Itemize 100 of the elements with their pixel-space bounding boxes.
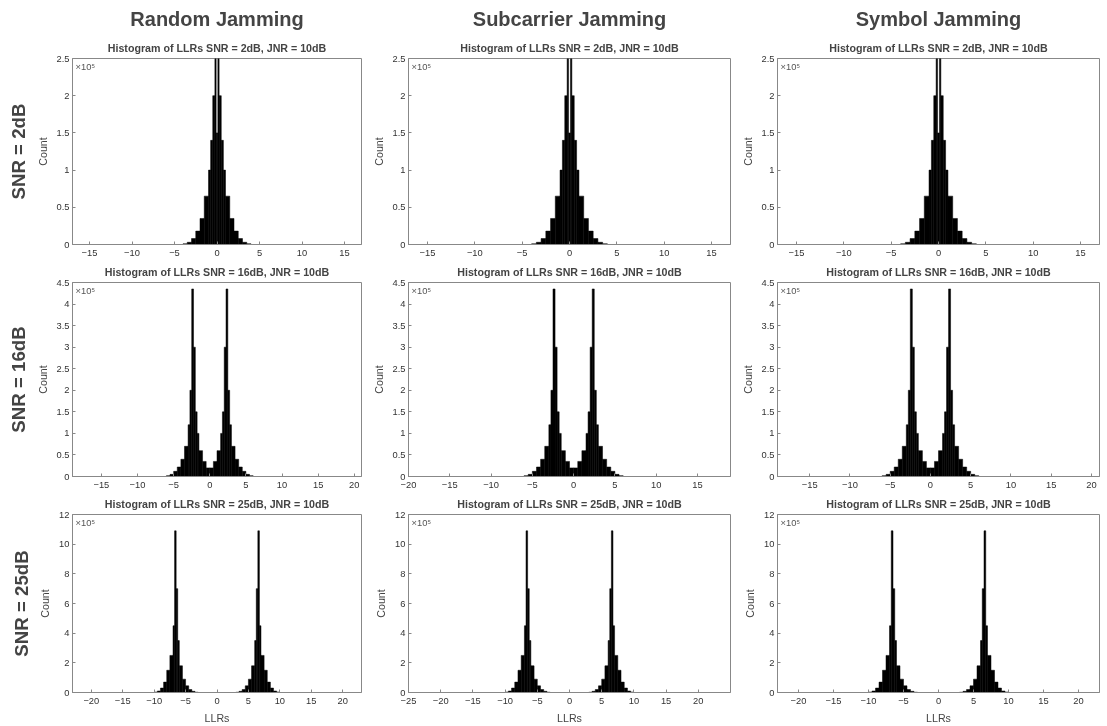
y-tick-label: 2 [400, 657, 406, 668]
x-tick-label: −10 [842, 479, 858, 490]
y-tick-label: 4.5 [56, 277, 70, 288]
y-tick-label: 0.5 [56, 202, 70, 213]
x-tick-label: 0 [214, 695, 220, 706]
x-tick-label: 5 [256, 247, 263, 258]
y-tick-label: 1 [64, 428, 70, 439]
x-tick-label: −10 [146, 695, 163, 706]
y-tick-label: 1.5 [56, 406, 70, 417]
x-tick-label: 20 [349, 479, 360, 490]
y-tick-label: 8 [64, 568, 70, 579]
x-tick-label: 5 [970, 695, 977, 706]
chart-title: Subcarrier Jamming [472, 7, 667, 30]
annotation: ×10⁵ [75, 285, 96, 296]
x-tick-label: 20 [337, 695, 348, 706]
x-tick-label: 15 [660, 695, 672, 706]
y-axis-title: Count [741, 365, 754, 394]
x-tick-label: −10 [835, 247, 852, 258]
x-tick-label: −5 [884, 479, 896, 490]
y-tick-label: 0 [64, 239, 70, 250]
x-tick-label: 15 [706, 247, 717, 258]
y-tick-label: 0 [769, 239, 775, 250]
x-axis-title: LLRs [204, 711, 230, 724]
chart-subtitle: Histogram of LLRs SNR = 2dB, JNR = 10dB [460, 41, 680, 54]
y-axis-title: Count [39, 589, 52, 618]
y-axis-title: Count [36, 137, 49, 166]
annotation: ×10⁵ [411, 285, 432, 296]
x-tick-label: 0 [214, 247, 220, 258]
y-tick-label: 0.5 [392, 449, 406, 460]
annotation: ×10⁵ [780, 285, 801, 296]
x-tick-label: 10 [296, 247, 308, 258]
y-tick-label: 0 [400, 687, 406, 698]
annotation: ×10⁵ [411, 517, 432, 528]
y-tick-label: 12 [764, 509, 775, 520]
x-tick-label: −10 [860, 695, 877, 706]
x-tick-label: 5 [612, 479, 618, 490]
x-tick-label: 0 [935, 247, 942, 258]
x-tick-label: 15 [339, 247, 350, 258]
x-tick-label: −20 [432, 695, 449, 706]
x-tick-label: −15 [441, 479, 458, 490]
y-tick-label: 2 [400, 90, 406, 101]
y-tick-label: 0 [769, 687, 775, 698]
chart-title: Histogram of LLRs SNR = 25dB, JNR = 10dB [457, 497, 683, 510]
x-tick-label: −10 [483, 479, 499, 490]
x-tick-label: −5 [516, 247, 528, 258]
chart-title: Histogram of LLRs SNR = 25dB, JNR = 10dB [826, 497, 1052, 510]
y-tick-label: 4 [769, 299, 775, 310]
x-tick-label: 0 [566, 247, 573, 258]
chart-title: Random Jamming [130, 7, 304, 30]
x-tick-label: 5 [245, 695, 252, 706]
y-tick-label: 1.5 [761, 127, 775, 138]
y-tick-label: 2 [769, 657, 775, 668]
y-tick-label: 2.5 [392, 363, 406, 374]
text: SNR = 2dB [7, 103, 29, 200]
y-tick-label: 2 [64, 657, 70, 668]
x-tick-label: 5 [968, 479, 974, 490]
x-tick-label: 5 [243, 479, 249, 490]
y-tick-label: 1 [400, 428, 406, 439]
y-tick-label: 0.5 [761, 202, 775, 213]
x-tick-label: 0 [207, 479, 213, 490]
x-tick-label: 15 [312, 479, 324, 490]
y-axis-title: Count [372, 365, 385, 394]
y-tick-label: 1 [769, 428, 775, 439]
x-tick-label: −5 [527, 479, 538, 490]
y-tick-label: 1.5 [56, 127, 70, 138]
x-tick-label: 0 [927, 479, 934, 490]
x-tick-label: −15 [788, 247, 805, 258]
x-tick-label: −5 [885, 247, 897, 258]
x-axis-title: LLRs [557, 711, 582, 724]
y-axis-title: Count [36, 365, 49, 394]
x-tick-label: 20 [1086, 479, 1097, 490]
y-axis-title: Count [375, 589, 388, 618]
x-tick-label: 10 [659, 247, 670, 258]
y-tick-label: 12 [395, 509, 406, 520]
x-tick-label: −15 [114, 695, 131, 706]
y-tick-label: 6 [64, 598, 70, 609]
x-tick-label: −5 [898, 695, 909, 706]
y-tick-label: 3.5 [761, 320, 775, 331]
x-tick-label: 15 [1046, 479, 1057, 490]
x-tick-label: −15 [93, 479, 110, 490]
y-tick-label: 0 [769, 471, 775, 482]
y-tick-label: 4 [400, 628, 406, 639]
y-tick-label: 0.5 [56, 449, 70, 460]
chart-title: Histogram of LLRs SNR = 25dB, JNR = 10dB [104, 497, 330, 510]
y-tick-label: 4 [64, 628, 70, 639]
chart-subtitle: Histogram of LLRs SNR = 2dB, JNR = 10dB [829, 41, 1049, 54]
x-tick-label: −5 [169, 247, 180, 258]
y-tick-label: 4 [400, 299, 406, 310]
y-tick-label: 2 [64, 90, 70, 101]
y-tick-label: 2.5 [761, 363, 775, 374]
y-axis-title: Count [744, 589, 757, 618]
y-tick-label: 3 [769, 342, 775, 353]
chart-title: Histogram of LLRs SNR = 16dB, JNR = 10dB [457, 265, 683, 278]
y-tick-label: 1.5 [761, 406, 775, 417]
x-tick-label: 0 [935, 695, 942, 706]
y-tick-label: 0 [64, 471, 70, 482]
y-tick-label: 4 [64, 299, 70, 310]
y-tick-label: 8 [400, 568, 406, 579]
x-tick-label: 10 [1003, 695, 1014, 706]
chart-title: Histogram of LLRs SNR = 16dB, JNR = 10dB [104, 265, 330, 278]
